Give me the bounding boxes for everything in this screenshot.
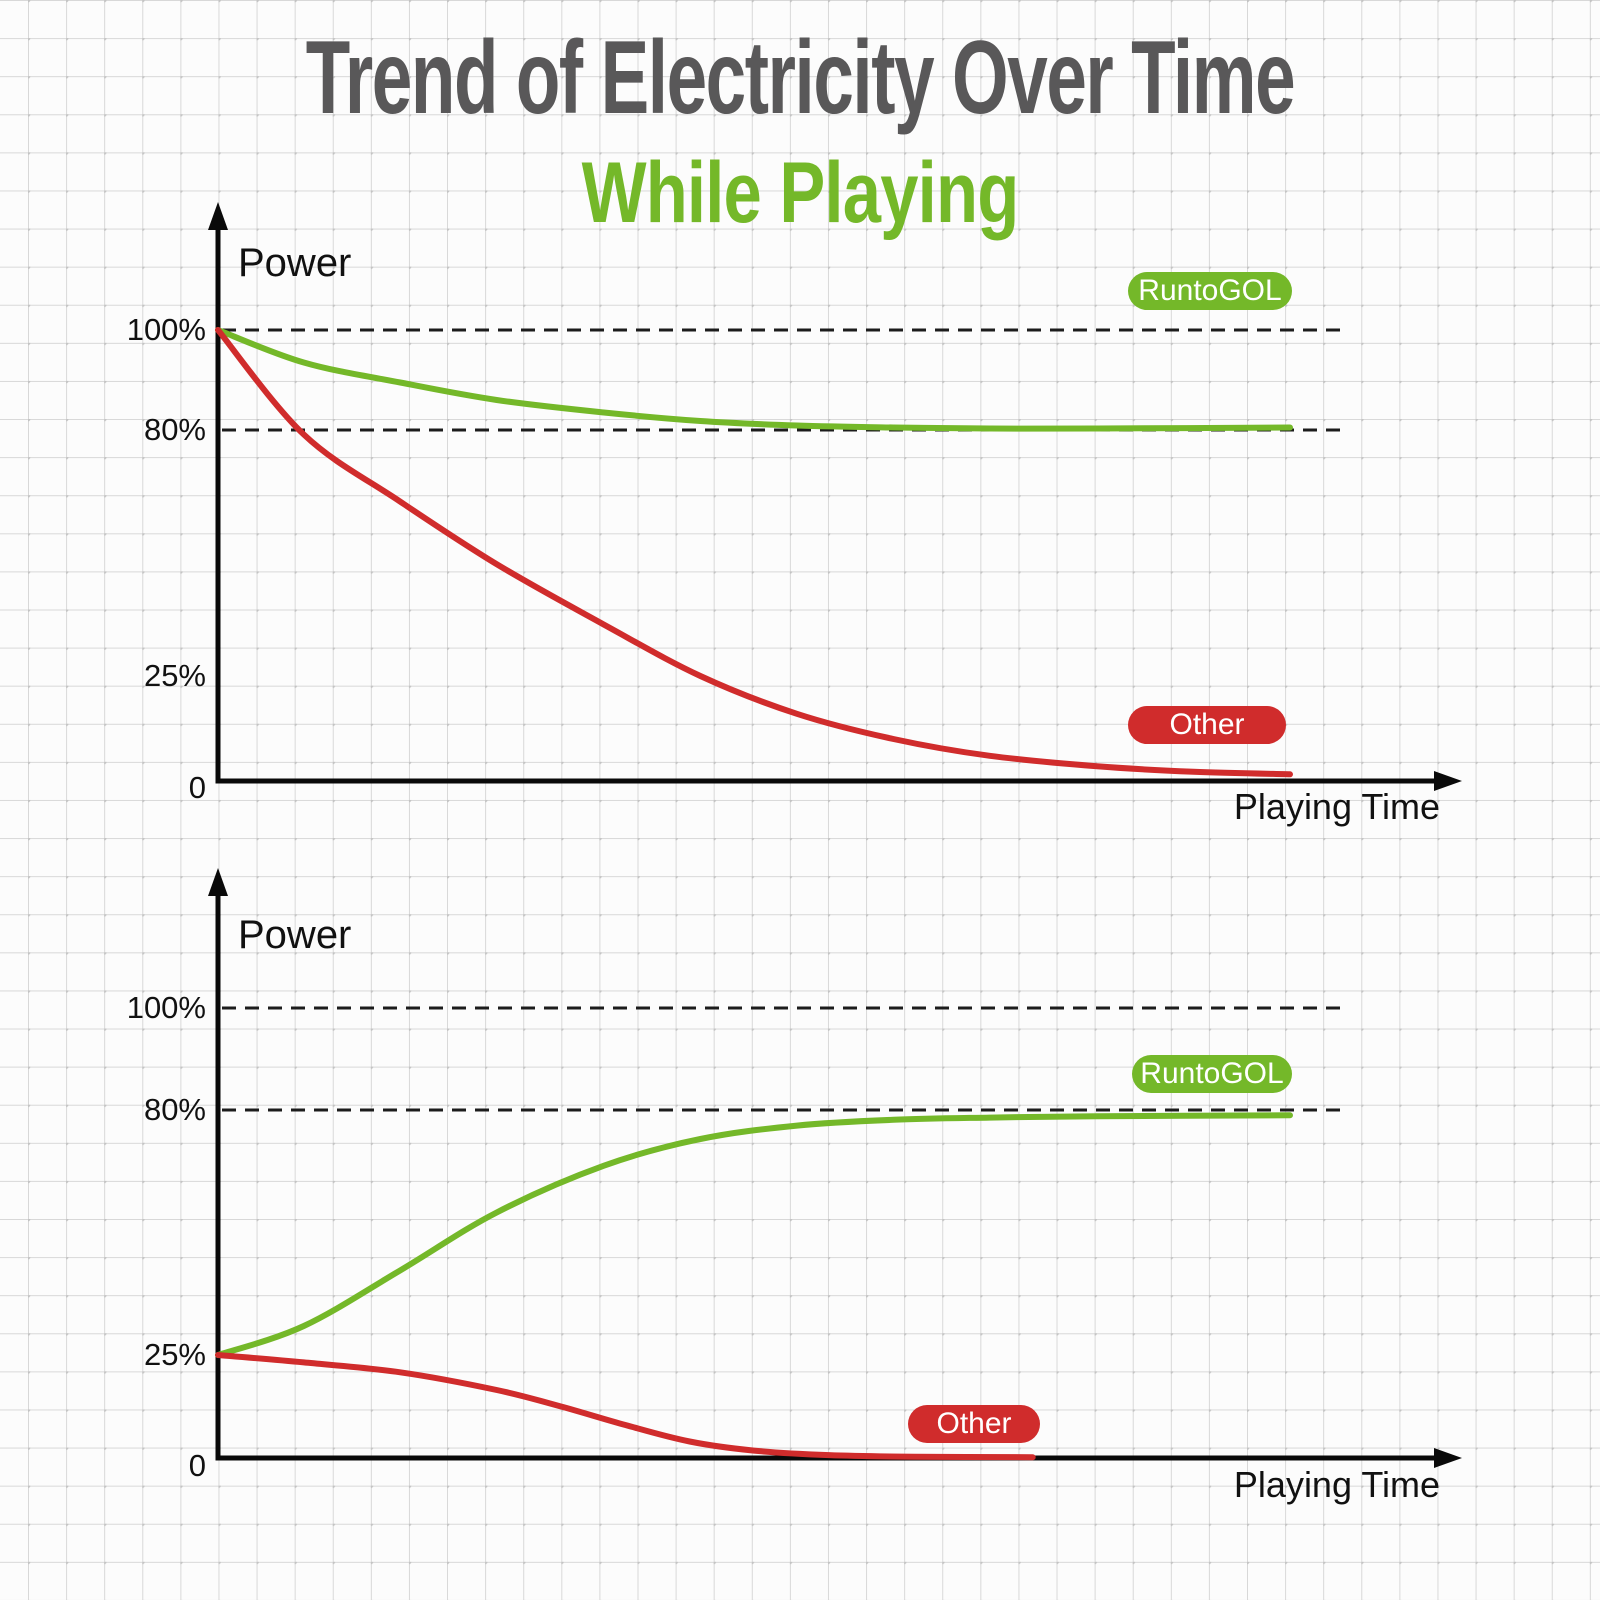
bottom-chart-tick-0: 0 (188, 1448, 206, 1483)
top-chart-tick-0: 0 (188, 770, 206, 805)
bottom-chart-other-badge: Other (908, 1405, 1040, 1443)
page-title: Trend of Electricity Over Time (305, 20, 1296, 136)
top-chart-tick-80: 80% (143, 412, 206, 447)
bottom-chart-xlabel: Playing Time (1233, 1464, 1440, 1505)
top-chart-runtogol-badge: RuntoGOL (1128, 272, 1292, 310)
bottom-chart-tick-100: 100% (126, 990, 206, 1025)
bottom-chart-tick-25: 25% (143, 1337, 206, 1372)
top-chart-ylabel: Power (238, 241, 352, 285)
top-chart-xlabel: Playing Time (1233, 786, 1440, 827)
top-chart-tick-100: 100% (126, 312, 206, 347)
page-subtitle: While Playing (581, 145, 1020, 241)
bottom-chart-ylabel: Power (238, 913, 352, 957)
top-chart-other-badge: Other (1128, 706, 1286, 744)
bottom-chart-runtogol-badge: RuntoGOL (1132, 1055, 1292, 1093)
bottom-chart-tick-80: 80% (143, 1092, 206, 1127)
top-chart-tick-25: 25% (143, 658, 206, 693)
